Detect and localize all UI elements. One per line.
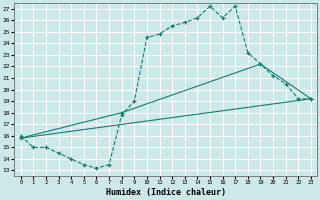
X-axis label: Humidex (Indice chaleur): Humidex (Indice chaleur) <box>106 188 226 197</box>
